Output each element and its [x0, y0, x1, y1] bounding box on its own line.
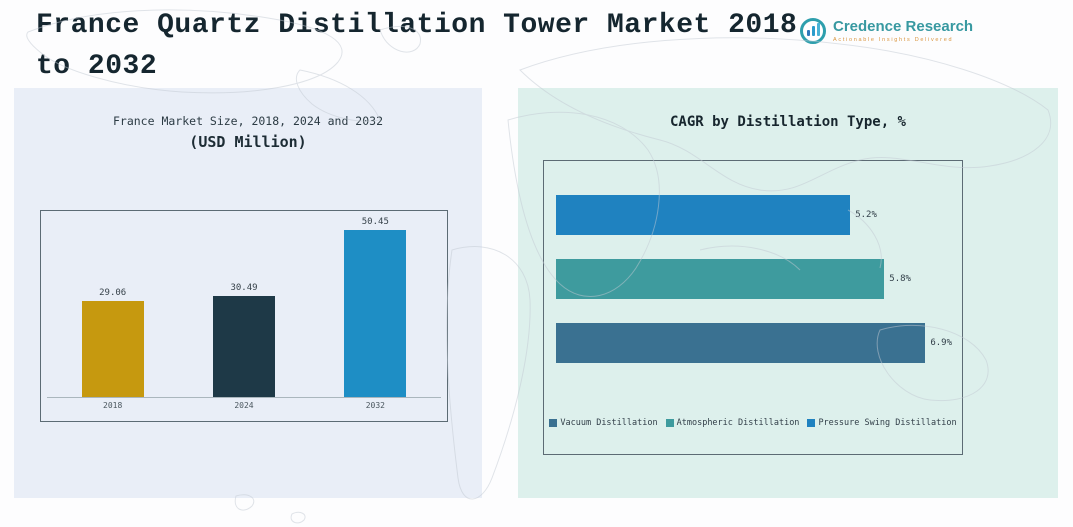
bar-value-label-atmospheric: 5.8%	[889, 274, 911, 284]
legend-label-vacuum: Vacuum Distillation	[560, 418, 658, 428]
credence-research-logo: Credence Research Actionable Insights De…	[800, 18, 973, 44]
market-size-chart-subtitle: (USD Million)	[189, 133, 307, 151]
hbar-row-pressure-swing: 5.2%	[556, 195, 952, 235]
legend-item-pressure-swing-distillation: Pressure Swing Distillation	[807, 418, 957, 428]
bar-2018	[81, 301, 144, 397]
market-size-plot-area: 29.06 30.49 50.45	[47, 215, 441, 398]
bar-2032	[344, 230, 407, 397]
market-size-chart: 29.06 30.49 50.45 2018 2024 2032	[40, 210, 448, 422]
bar-value-label-vacuum: 6.9%	[930, 338, 952, 348]
bar-group-2024: 30.49	[178, 283, 309, 397]
cagr-panel: CAGR by Distillation Type, % 5.2% 5.8% 6…	[518, 88, 1058, 498]
bar-chart-logo-icon	[800, 18, 826, 44]
bar-2024	[212, 296, 275, 397]
page-title: France Quartz Distillation Tower Market …	[36, 10, 798, 82]
bar-value-label-pressure-swing: 5.2%	[855, 210, 877, 220]
cagr-chart: 5.2% 5.8% 6.9% Vacuum Distillation Atmos…	[543, 160, 963, 455]
logo-bar	[816, 23, 820, 36]
legend-item-atmospheric-distillation: Atmospheric Distillation	[665, 418, 800, 428]
x-tick-2024: 2024	[234, 401, 254, 410]
market-size-panel: France Market Size, 2018, 2024 and 2032 …	[14, 88, 482, 498]
hbar-row-vacuum: 6.9%	[556, 323, 952, 363]
bar-value-label-2032: 50.45	[361, 217, 389, 227]
x-tick-2018: 2018	[103, 401, 123, 410]
legend-label-pressure-swing: Pressure Swing Distillation	[818, 418, 957, 428]
bar-group-2018: 29.06	[47, 288, 178, 397]
logo-text: Credence Research Actionable Insights De…	[833, 17, 974, 44]
cagr-chart-title: CAGR by Distillation Type, %	[669, 114, 906, 130]
legend-label-atmospheric: Atmospheric Distillation	[676, 418, 800, 428]
bar-vacuum-distillation	[556, 323, 926, 363]
bar-group-2032: 50.45	[310, 217, 441, 397]
x-tick-2032: 2032	[365, 401, 385, 410]
legend-item-vacuum-distillation: Vacuum Distillation	[549, 418, 658, 428]
cagr-legend: Vacuum Distillation Atmospheric Distilla…	[544, 418, 962, 428]
bar-atmospheric-distillation	[556, 259, 885, 299]
logo-bar	[806, 30, 810, 36]
logo-bar	[811, 26, 815, 36]
x-axis-labels: 2018 2024 2032	[47, 401, 441, 410]
hbar-row-atmospheric: 5.8%	[556, 259, 952, 299]
bar-pressure-swing-distillation	[556, 195, 851, 235]
logo-tagline: Actionable Insights Delivered	[833, 37, 954, 44]
legend-swatch-vacuum	[549, 419, 558, 427]
logo-brand-text: Credence Research	[833, 17, 974, 35]
legend-swatch-pressure-swing	[807, 419, 816, 427]
bar-value-label-2018: 29.06	[99, 288, 127, 298]
bar-value-label-2024: 30.49	[230, 283, 258, 293]
market-size-chart-title: France Market Size, 2018, 2024 and 2032	[112, 114, 384, 128]
legend-swatch-atmospheric	[665, 419, 674, 427]
